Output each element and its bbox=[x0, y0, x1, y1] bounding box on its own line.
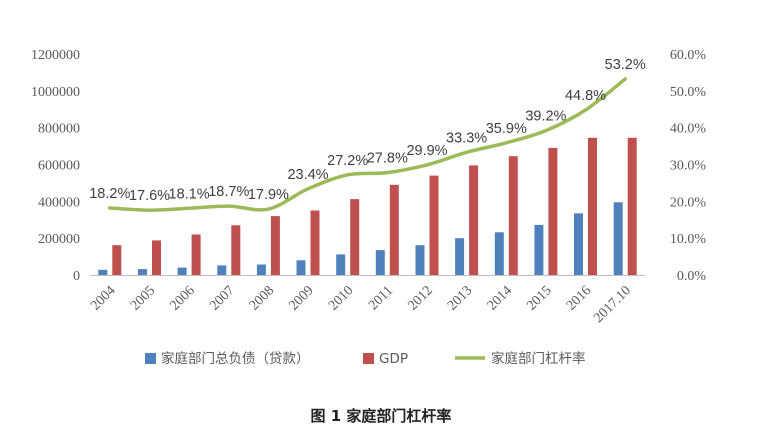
y-right-tick-label: 30.0% bbox=[670, 159, 707, 174]
legend-swatch-1 bbox=[363, 353, 374, 364]
y-right-tick-label: 0.0% bbox=[677, 269, 707, 284]
data-label-leverage-2: 18.1% bbox=[169, 186, 210, 202]
bar-gdp-11 bbox=[548, 147, 558, 275]
y-left-tick-label: 1200000 bbox=[31, 48, 80, 63]
x-tick-label: 2008 bbox=[247, 283, 277, 313]
data-label-leverage-8: 29.9% bbox=[406, 143, 447, 159]
line-series-group bbox=[108, 77, 627, 212]
y-left-tick-label: 0 bbox=[73, 269, 80, 284]
data-label-leverage-7: 27.8% bbox=[367, 151, 408, 167]
bar-gdp-4 bbox=[270, 216, 280, 275]
y-right-tick-label: 40.0% bbox=[670, 122, 707, 137]
legend-label-1: GDP bbox=[379, 351, 408, 367]
right-axis: 0.0% 10.0% 20.0% 30.0% 40.0% 50.0% 60.0% bbox=[670, 48, 707, 284]
x-tick-label: 2015 bbox=[524, 283, 554, 313]
left-axis: 0 200000 400000 600000 800000 1000000 1200000 bbox=[31, 48, 80, 284]
x-tick-label: 2012 bbox=[405, 283, 435, 313]
data-label-leverage-0: 18.2% bbox=[89, 186, 130, 202]
y-right-tick-label: 60.0% bbox=[670, 48, 707, 63]
legend-label-0: 家庭部门总负债（贷款） bbox=[161, 350, 310, 367]
bar-household-debt-9 bbox=[455, 238, 465, 275]
x-tick-label: 2011 bbox=[366, 283, 396, 313]
data-label-leverage-13: 53.2% bbox=[605, 57, 646, 73]
bar-household-debt-11 bbox=[534, 224, 544, 275]
y-right-tick-label: 50.0% bbox=[670, 85, 707, 100]
bar-household-debt-10 bbox=[494, 232, 504, 275]
y-right-tick-label: 10.0% bbox=[670, 232, 707, 247]
data-label-leverage-6: 27.2% bbox=[327, 153, 368, 169]
data-label-leverage-10: 35.9% bbox=[486, 121, 527, 137]
bar-household-debt-1 bbox=[138, 269, 147, 275]
bar-household-debt-8 bbox=[415, 245, 425, 275]
bar-gdp-8 bbox=[429, 175, 439, 275]
line-leverage-ratio bbox=[108, 77, 627, 212]
y-right-tick-label: 20.0% bbox=[670, 195, 707, 210]
bar-gdp-2 bbox=[191, 234, 201, 275]
x-tick-label: 2004 bbox=[88, 283, 118, 313]
bar-gdp-0 bbox=[112, 245, 122, 275]
bar-gdp-9 bbox=[469, 165, 479, 275]
y-left-tick-label: 1000000 bbox=[31, 85, 80, 100]
legend-label-2: 家庭部门杠杆率 bbox=[491, 350, 586, 367]
x-axis: 2004 2005 2006 2007 2008 2009 2010 2011 2012 2013… bbox=[88, 275, 645, 326]
data-label-leverage-9: 33.3% bbox=[446, 130, 487, 146]
data-label-leverage-12: 44.8% bbox=[565, 88, 606, 104]
bar-household-debt-13 bbox=[613, 202, 623, 275]
bar-gdp-1 bbox=[152, 240, 161, 275]
bar-gdp-5 bbox=[310, 210, 320, 275]
bar-household-debt-6 bbox=[336, 254, 346, 275]
bar-gdp-13 bbox=[627, 137, 637, 275]
data-label-leverage-11: 39.2% bbox=[525, 109, 566, 125]
y-left-tick-label: 600000 bbox=[38, 159, 80, 174]
x-tick-label: 2005 bbox=[128, 283, 158, 313]
bar-gdp-6 bbox=[350, 199, 360, 275]
bar-gdp-3 bbox=[231, 225, 241, 275]
x-tick-label: 2006 bbox=[168, 283, 198, 313]
x-tick-label: 2013 bbox=[445, 283, 475, 313]
data-label-leverage-3: 18.7% bbox=[208, 184, 249, 200]
x-tick-label: 2009 bbox=[286, 283, 316, 313]
data-label-leverage-1: 17.6% bbox=[129, 188, 170, 204]
bar-gdp-7 bbox=[389, 184, 399, 275]
figure-caption: 图 1 家庭部门杠杆率 bbox=[310, 407, 452, 425]
data-label-leverage-4: 17.9% bbox=[248, 187, 289, 203]
bar-household-debt-5 bbox=[296, 260, 306, 275]
data-labels-group: 18.2%17.6%18.1%18.7%17.9% 23.4%27.2%27.8%… bbox=[89, 57, 646, 204]
bars-group bbox=[98, 137, 637, 275]
bar-household-debt-0 bbox=[98, 269, 108, 275]
y-left-tick-label: 200000 bbox=[38, 232, 80, 247]
bar-household-debt-3 bbox=[217, 265, 227, 275]
x-tick-label: 2017.10 bbox=[591, 283, 634, 326]
x-tick-label: 2014 bbox=[485, 283, 515, 313]
y-left-tick-label: 400000 bbox=[38, 195, 80, 210]
legend-swatch-0 bbox=[145, 353, 156, 364]
bar-gdp-12 bbox=[588, 137, 597, 275]
bar-household-debt-7 bbox=[375, 250, 385, 275]
bar-household-debt-4 bbox=[256, 264, 266, 275]
bar-household-debt-2 bbox=[177, 267, 187, 275]
x-tick-label: 2007 bbox=[207, 283, 237, 313]
bar-household-debt-12 bbox=[574, 213, 583, 275]
data-label-leverage-5: 23.4% bbox=[287, 167, 328, 183]
bar-gdp-10 bbox=[508, 156, 518, 275]
legend: 家庭部门总负债（贷款） GDP 家庭部门杠杆率 bbox=[145, 350, 586, 367]
x-tick-label: 2010 bbox=[326, 283, 356, 313]
y-left-tick-label: 800000 bbox=[38, 122, 80, 137]
x-tick-label: 2016 bbox=[564, 283, 594, 313]
